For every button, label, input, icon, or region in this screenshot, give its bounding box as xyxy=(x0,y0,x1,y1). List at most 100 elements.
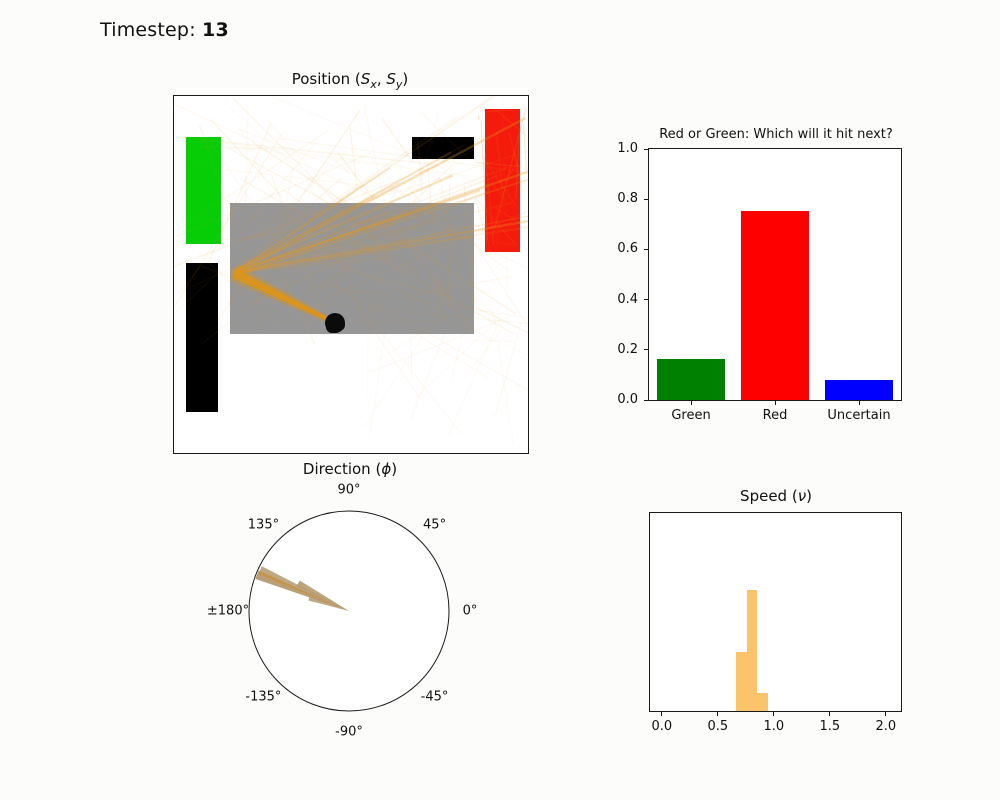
bar-uncertain xyxy=(825,379,893,400)
trajectory-sample-line xyxy=(204,209,407,221)
trajectory-sample-line xyxy=(492,206,521,224)
trajectory-sample-line xyxy=(279,137,528,174)
black-obstacle-top xyxy=(412,137,474,159)
polar-angle-label: 90° xyxy=(337,482,361,498)
speed-hist-bar xyxy=(757,693,769,711)
trajectory-fan-line xyxy=(233,194,376,277)
x-tick-mark xyxy=(717,712,719,716)
trajectory-sample-line xyxy=(485,153,495,246)
trajectory-sample-line xyxy=(274,96,483,186)
trajectory-sample-line xyxy=(328,256,442,311)
y-tick-label: 0.8 xyxy=(617,191,638,207)
trajectory-sample-line xyxy=(336,177,424,246)
trajectory-sample-line xyxy=(174,134,282,309)
trajectory-sample-line xyxy=(416,316,502,398)
trajectory-fan-line xyxy=(231,219,436,273)
x-tick-mark xyxy=(858,401,860,405)
position-title-text: Position ( xyxy=(291,70,361,88)
polar-angle-label: -135° xyxy=(245,689,282,705)
y-tick-label: 0.6 xyxy=(617,241,638,257)
trajectory-sample-line xyxy=(491,182,508,204)
trajectory-sample-line xyxy=(197,252,262,312)
trajectory-sample-line xyxy=(239,128,311,276)
position-title-close: ) xyxy=(402,70,409,88)
x-tick-mark xyxy=(661,712,663,716)
trajectory-sample-line xyxy=(475,197,517,246)
polar-angle-label: ±180° xyxy=(206,603,250,619)
trajectory-sample-line xyxy=(522,123,528,172)
trajectory-sample-line xyxy=(468,339,515,342)
direction-polar-plot xyxy=(248,510,450,712)
position-title-sy-sub: y xyxy=(395,78,403,91)
speed-hist-bar xyxy=(735,651,747,711)
trajectory-fan-line xyxy=(231,174,454,273)
phi-symbol: ϕ xyxy=(381,460,392,478)
trajectory-sample-line xyxy=(381,117,414,164)
trajectory-fan-line xyxy=(235,145,464,271)
trajectory-sample-line xyxy=(297,250,321,310)
trajectory-sample-line xyxy=(320,201,367,331)
trajectory-sample-line xyxy=(369,328,387,437)
trajectory-sample-line xyxy=(477,115,480,120)
trajectory-sample-line xyxy=(463,185,476,305)
trajectory-sample-line xyxy=(493,108,525,134)
trajectory-fan-line xyxy=(235,96,496,273)
trajectory-sample-line xyxy=(474,306,528,334)
trajectory-fan-line xyxy=(232,201,514,274)
y-tick-mark xyxy=(644,248,648,250)
trajectory-sample-line xyxy=(349,128,358,188)
trajectory-sample-line xyxy=(174,129,330,233)
x-tick-label-green: Green xyxy=(671,408,711,423)
trajectory-sample-line xyxy=(265,118,390,258)
trajectory-fan-line xyxy=(235,185,363,276)
trajectory-fan-line xyxy=(232,204,439,278)
trajectory-sample-line xyxy=(439,177,460,281)
trajectory-sample-line xyxy=(493,107,527,232)
trajectory-sample-line xyxy=(370,316,510,373)
position-title-sx: S xyxy=(360,70,371,88)
speed-title-text: Speed ( xyxy=(740,487,798,505)
trajectory-sample-line xyxy=(246,191,464,266)
trajectory-sample-line xyxy=(174,240,223,300)
trajectory-sample-line xyxy=(488,109,514,113)
x-tick-mark xyxy=(690,401,692,405)
x-tick-label: 0.5 xyxy=(707,719,729,734)
polar-angle-label: 135° xyxy=(247,517,280,533)
trajectory-sample-line xyxy=(363,102,396,254)
trajectory-sample-line xyxy=(515,134,520,200)
trajectory-sample-line xyxy=(337,151,475,333)
trajectory-fan-line xyxy=(235,189,481,273)
trajectory-sample-line xyxy=(475,161,521,168)
trajectory-sample-line xyxy=(474,197,492,255)
trajectory-sample-line xyxy=(242,207,443,240)
trajectory-sample-line xyxy=(285,207,514,246)
bar-green xyxy=(657,358,725,400)
trajectory-sample-line xyxy=(198,124,238,235)
trajectory-sample-line xyxy=(243,109,249,244)
trajectory-fan-line xyxy=(232,215,528,274)
trajectory-sample-line xyxy=(270,174,318,299)
y-tick-mark xyxy=(644,349,648,351)
trajectory-fan-line xyxy=(234,175,498,278)
polar-angle-label: 0° xyxy=(462,603,478,619)
trajectory-sample-line xyxy=(228,147,450,270)
trajectory-fan-line xyxy=(236,243,369,273)
trajectory-sample-line xyxy=(480,120,488,241)
direction-distribution-spike xyxy=(308,596,349,611)
y-tick-label: 1.0 xyxy=(617,141,638,156)
trajectory-sample-line xyxy=(447,172,451,308)
y-tick-label: 0.0 xyxy=(617,392,638,407)
trajectory-sample-line xyxy=(209,118,284,198)
trajectory-sample-line xyxy=(217,110,361,321)
trajectory-sample-line xyxy=(447,319,501,436)
trajectory-sample-line xyxy=(174,151,348,316)
bar-red xyxy=(741,210,809,400)
trajectory-fan-line xyxy=(235,178,528,276)
red-target xyxy=(485,109,520,252)
black-obstacle-left xyxy=(186,263,218,412)
trajectory-sample-line xyxy=(232,97,395,261)
x-tick-label: 0.0 xyxy=(651,719,673,734)
position-title-sx-sub: x xyxy=(370,78,377,91)
trajectory-sample-line xyxy=(282,189,406,276)
